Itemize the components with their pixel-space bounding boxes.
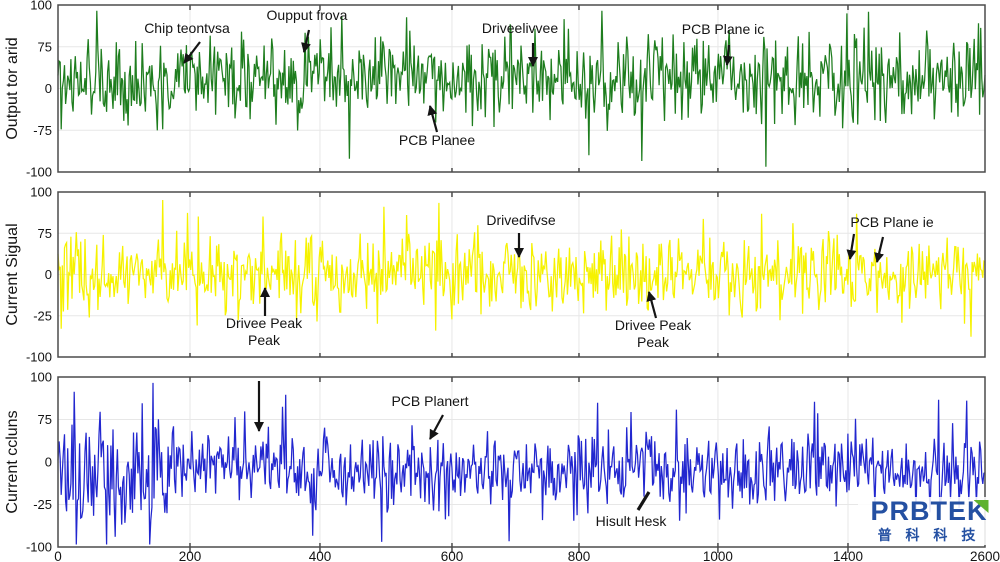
y-tick-label: 75 xyxy=(38,226,52,241)
plot-box xyxy=(57,376,986,548)
annotation-label: Driveelivvee xyxy=(482,20,558,36)
subplot-bottom: 100 75 0 -25 -100 Current ccluns PCB Planert Hi… xyxy=(4,370,986,555)
annotation: Chip teontvsa xyxy=(144,20,230,64)
annotation-label: Hisult Hesk xyxy=(596,513,668,529)
subplot-top: 100 75 0 -75 -100 Output tor arid Chip teontvs… xyxy=(4,0,986,180)
annotation-arrow xyxy=(646,291,658,319)
watermark-logo: PRBTEK 普 科 科 技 xyxy=(858,497,998,545)
annotation: Oupput frova xyxy=(267,7,348,53)
y-axis-title-bottom: Current ccluns xyxy=(4,410,21,513)
y-tick-label: -75 xyxy=(33,123,52,138)
y-tick-label: -100 xyxy=(26,350,52,365)
annotation-label: Drivee Peak xyxy=(226,315,303,331)
y-tick-label: 75 xyxy=(38,412,52,427)
annotation-arrow xyxy=(183,41,201,64)
plot-box xyxy=(57,4,986,173)
y-tick-label: 0 xyxy=(45,81,52,96)
annotation-label: PCB Planee xyxy=(399,132,475,148)
y-tick-label: 100 xyxy=(30,185,52,200)
x-tick-label: 600 xyxy=(441,549,464,562)
x-tick-label: 0 xyxy=(54,549,62,562)
y-tick-label: -25 xyxy=(33,497,52,512)
annotation: PCB Planee xyxy=(399,105,475,148)
x-tick-label: 2600 xyxy=(970,549,1000,562)
y-axis-title-top: Output tor arid xyxy=(4,37,21,139)
annotation-leader-line xyxy=(636,491,651,511)
signal-trace-top xyxy=(57,10,986,167)
annotation: Driveelivvee xyxy=(482,20,558,67)
annotation-label: Drivee Peak xyxy=(615,317,692,333)
annotation: Drivedifvse xyxy=(486,212,556,258)
x-tick-label: 800 xyxy=(568,549,591,562)
x-tick-label: 1400 xyxy=(833,549,863,562)
annotation: PCB Plane ic xyxy=(682,21,764,66)
annotation-label: PCB Plane ie xyxy=(850,214,933,230)
annotation-label: PCB Planert xyxy=(391,393,468,409)
x-tick-label: 400 xyxy=(309,549,332,562)
annotation-label: Chip teontvsa xyxy=(144,20,230,36)
y-tick-label: -25 xyxy=(33,308,52,323)
y-tick-label: -100 xyxy=(26,165,52,180)
annotation-arrow xyxy=(722,44,733,66)
annotation-arrow xyxy=(846,233,857,260)
annotation-arrow xyxy=(874,236,885,263)
brand-text: PRBTEK xyxy=(870,496,988,526)
brand-row: PRBTEK xyxy=(870,496,989,526)
annotation-arrow xyxy=(301,29,311,53)
y-tick-label: -100 xyxy=(26,540,52,555)
y-axis-title-middle: Current Sigual xyxy=(4,223,21,325)
annotation-label: Drivedifvse xyxy=(486,212,555,228)
annotation-arrow xyxy=(427,105,439,133)
y-tick-label: 100 xyxy=(30,370,52,385)
annotation-label-line2: Peak xyxy=(248,332,281,348)
annotation-label: Oupput frova xyxy=(267,7,348,23)
annotation-label-line2: Peak xyxy=(637,334,670,350)
signal-trace-middle xyxy=(57,199,986,337)
x-tick-label: 200 xyxy=(179,549,202,562)
annotation: PCB Plane ie xyxy=(846,214,934,263)
annotation: PCB Planert xyxy=(391,393,469,440)
brand-chinese-text: 普 科 科 技 xyxy=(877,527,981,543)
y-tick-label: 0 xyxy=(45,455,52,470)
subplot-middle: 100 75 0 -25 -100 Current Sigual Drivedifvse PC… xyxy=(4,185,986,365)
x-tick-label: 1000 xyxy=(703,549,733,562)
y-tick-label: 0 xyxy=(45,267,52,282)
signal-trace-bottom xyxy=(57,382,986,545)
y-tick-label: 100 xyxy=(30,0,52,13)
annotation-label: PCB Plane ic xyxy=(682,21,764,37)
plot-box xyxy=(57,191,986,358)
annotation: Hisult Hesk xyxy=(596,491,668,529)
y-tick-label: 75 xyxy=(38,39,52,54)
annotation-arrow xyxy=(429,414,444,440)
